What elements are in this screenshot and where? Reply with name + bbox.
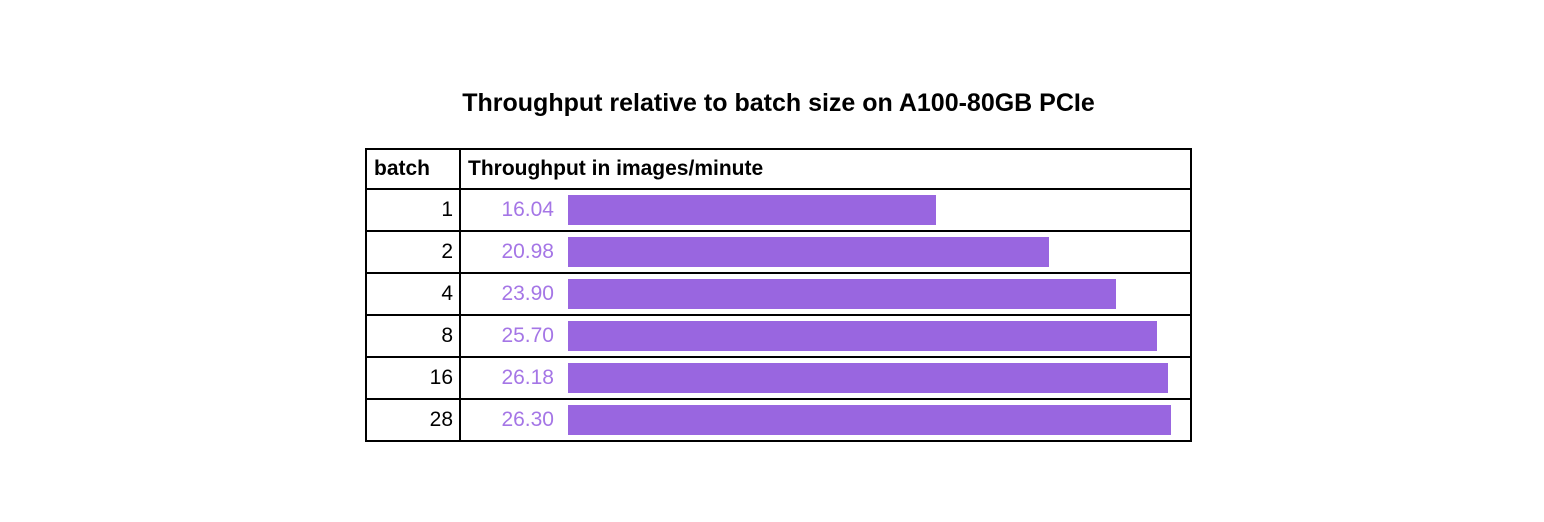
throughput-cell: 26.30 [459, 398, 1192, 442]
column-header-batch: batch [365, 148, 461, 190]
throughput-table: batch Throughput in images/minute 1 16.04… [365, 148, 1192, 442]
table-row: 4 23.90 [365, 272, 1192, 316]
throughput-cell: 16.04 [459, 188, 1192, 232]
throughput-value: 26.30 [501, 408, 554, 431]
throughput-bar [568, 321, 1157, 351]
batch-size-cell: 28 [365, 398, 461, 442]
chart-title: Throughput relative to batch size on A10… [462, 89, 1095, 117]
throughput-cell-content: 16.04 [461, 190, 1190, 230]
column-header-throughput: Throughput in images/minute [459, 148, 1192, 190]
throughput-cell: 23.90 [459, 272, 1192, 316]
throughput-cell: 26.18 [459, 356, 1192, 400]
throughput-value: 20.98 [501, 240, 554, 263]
table-row: 1 16.04 [365, 188, 1192, 232]
throughput-cell-content: 23.90 [461, 274, 1190, 314]
chart-region: Throughput relative to batch size on A10… [365, 88, 1192, 442]
table-row: 28 26.30 [365, 398, 1192, 442]
throughput-bar [568, 195, 936, 225]
throughput-cell-content: 25.70 [461, 316, 1190, 356]
throughput-value: 26.18 [501, 366, 554, 389]
throughput-cell: 20.98 [459, 230, 1192, 274]
throughput-bar [568, 363, 1168, 393]
throughput-bar [568, 237, 1049, 267]
throughput-cell-content: 26.30 [461, 400, 1190, 440]
throughput-value: 23.90 [501, 282, 554, 305]
batch-size-cell: 8 [365, 314, 461, 358]
table-row: 2 20.98 [365, 230, 1192, 274]
table-header-row: batch Throughput in images/minute [365, 148, 1192, 190]
batch-size-cell: 4 [365, 272, 461, 316]
throughput-value: 25.70 [501, 324, 554, 347]
throughput-cell-content: 26.18 [461, 358, 1190, 398]
batch-size-cell: 1 [365, 188, 461, 232]
throughput-bar [568, 405, 1171, 435]
table-row: 16 26.18 [365, 356, 1192, 400]
batch-size-cell: 2 [365, 230, 461, 274]
throughput-bar [568, 279, 1116, 309]
throughput-cell-content: 20.98 [461, 232, 1190, 272]
batch-size-cell: 16 [365, 356, 461, 400]
table-row: 8 25.70 [365, 314, 1192, 358]
throughput-value: 16.04 [501, 198, 554, 221]
throughput-cell: 25.70 [459, 314, 1192, 358]
